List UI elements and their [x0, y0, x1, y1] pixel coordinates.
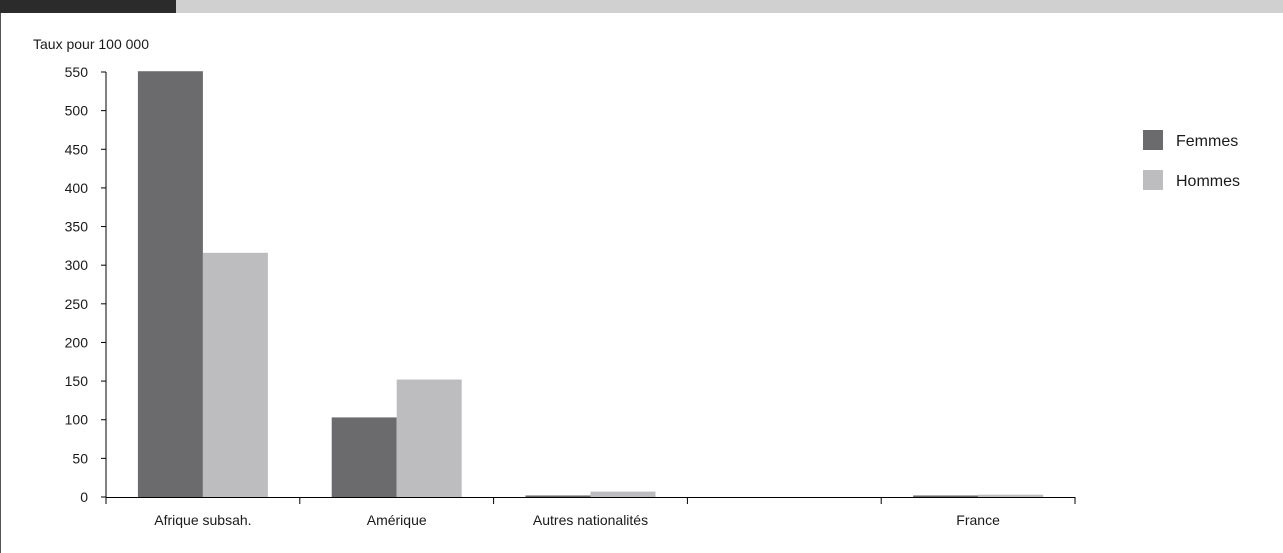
bar-femmes	[913, 495, 979, 497]
y-tick-label: 200	[65, 334, 89, 350]
bar-hommes	[978, 494, 1044, 497]
y-tick-label: 350	[65, 219, 89, 235]
y-tick-label: 50	[72, 450, 88, 466]
bar-hommes	[590, 491, 656, 497]
legend: Femmes Hommes	[1143, 130, 1240, 190]
x-category-label: Amérique	[367, 512, 427, 528]
bars-group	[137, 71, 1044, 498]
legend-swatch-hommes	[1143, 170, 1163, 190]
y-tick-label: 100	[65, 412, 89, 428]
x-category-label: Afrique subsah.	[154, 512, 251, 528]
bar-femmes	[525, 495, 591, 497]
header-bar-dark	[0, 0, 176, 13]
x-category-label: France	[956, 512, 1000, 528]
y-tick-label: 500	[65, 103, 89, 119]
bar-hommes	[202, 252, 268, 497]
bar-femmes	[331, 417, 397, 497]
y-axis-unit-label: Taux pour 100 000	[33, 36, 149, 52]
y-tick-label: 0	[80, 489, 88, 505]
y-tick-label: 400	[65, 180, 89, 196]
y-tick-label: 150	[65, 373, 89, 389]
y-tick-label: 250	[65, 296, 89, 312]
bar-femmes	[137, 71, 203, 498]
frame-left-border	[0, 13, 1, 553]
y-tick-label: 550	[65, 64, 89, 80]
legend-label-femmes: Femmes	[1176, 133, 1238, 150]
x-category-label: Autres nationalités	[533, 512, 648, 528]
y-tick-label: 450	[65, 141, 89, 157]
category-labels: Afrique subsah. Amérique Autres nationalit…	[154, 512, 1000, 528]
bar-hommes	[396, 379, 462, 497]
y-axis-ticks: 0 50 100 150 200 250 300 350 400 450 500 550	[65, 64, 106, 505]
legend-label-hommes: Hommes	[1176, 173, 1240, 190]
y-tick-label: 300	[65, 257, 89, 273]
x-axis-ticks	[105, 497, 1076, 504]
legend-swatch-femmes	[1143, 130, 1163, 150]
header-bar-light	[176, 0, 1283, 13]
